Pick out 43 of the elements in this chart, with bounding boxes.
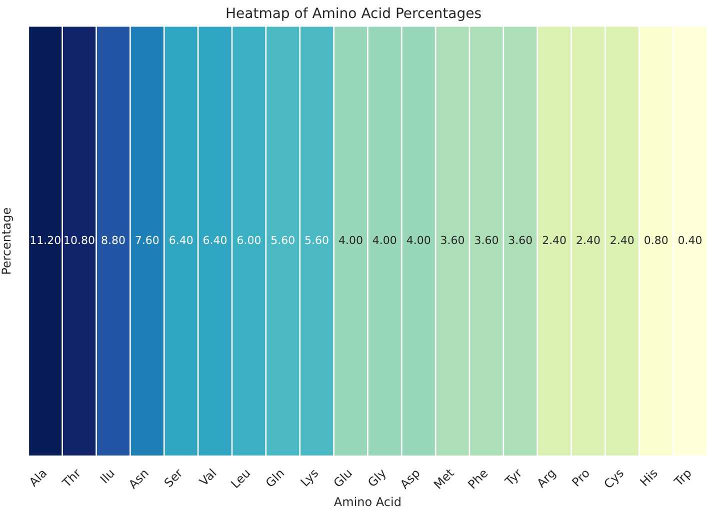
x-axis-title: Amino Acid [334,494,402,509]
x-tick-label: Met [431,466,458,492]
data-label: 10.80 [64,234,96,248]
x-tick-label: Cys [601,466,627,492]
x-tick-label: Tyr [502,466,525,490]
x-tick-label: Glu [330,466,356,490]
chart-title: Heatmap of Amino Acid Percentages [225,6,482,22]
data-label: 3.60 [508,234,533,248]
x-tick-label: Ilu [97,466,118,486]
data-label: 4.00 [338,234,363,248]
x-tick-label: Arg [534,466,559,491]
data-label: 4.00 [372,234,397,248]
y-axis-title: Percentage [0,207,14,275]
data-label: 2.40 [576,234,600,248]
data-label: 2.40 [542,234,567,248]
data-label: 11.20 [30,234,62,248]
x-tick-label: Val [196,466,220,489]
data-label: 5.60 [270,234,296,248]
data-label: 6.40 [168,234,194,248]
x-tick-label: Thr [58,466,84,491]
x-tick-label: Phe [465,466,491,492]
x-tick-label: Ala [26,466,50,490]
x-tick-label: Lys [298,466,322,490]
data-label: 6.00 [236,234,262,248]
data-label: 0.80 [644,234,668,248]
x-tick-label: Asn [126,466,152,492]
x-tick-label: Gln [262,466,288,490]
x-tick-label: His [637,466,660,490]
data-label: 4.00 [406,234,431,248]
x-tick-label: Trp [670,466,694,490]
x-tick-label: Ser [161,466,186,490]
data-label: 2.40 [610,234,634,248]
data-label: 7.60 [134,234,160,248]
data-label: 6.40 [202,234,228,248]
x-tick-label: Leu [228,466,254,492]
data-label: 3.60 [474,234,499,248]
x-tick-label: Asp [397,466,423,492]
data-label: 5.60 [304,234,330,248]
x-tick-label: Pro [569,466,593,490]
x-tick-label: Gly [365,466,389,490]
data-label: 0.40 [678,234,702,248]
data-label: 8.80 [100,234,126,248]
data-label: 3.60 [440,234,465,248]
